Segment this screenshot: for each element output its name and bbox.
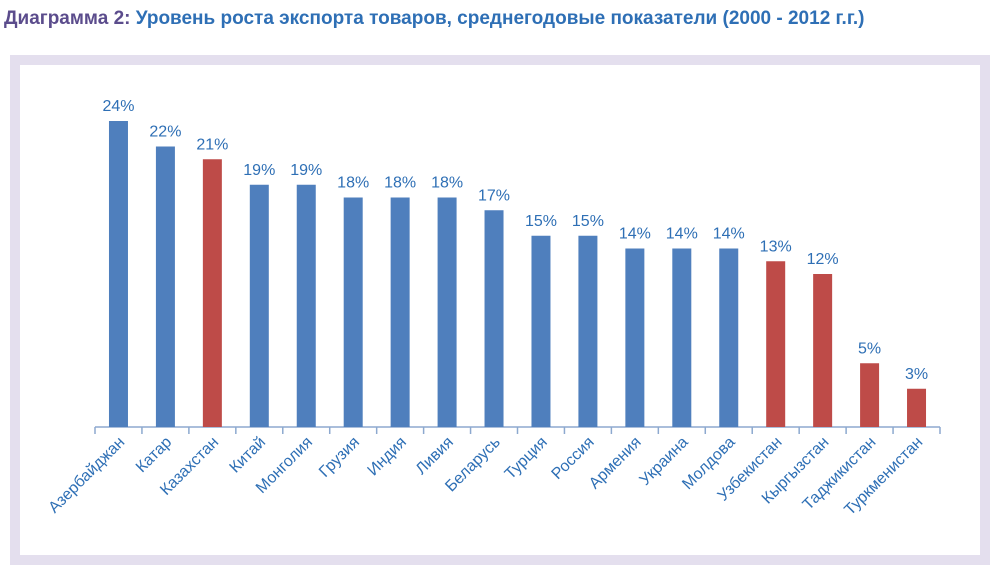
bar-5	[296, 184, 316, 427]
bar-1	[108, 121, 128, 427]
bar-6	[343, 197, 363, 427]
bar-9	[484, 210, 504, 427]
chart-title-text: Уровень роста экспорта товаров, среднего…	[130, 8, 865, 29]
bar-value-label: 14%	[666, 226, 698, 243]
bar-12	[625, 248, 645, 427]
bar-3	[202, 159, 222, 427]
bar-value-label: 22%	[149, 124, 181, 141]
bar-value-label: 17%	[478, 187, 510, 204]
category-label: Ливия	[413, 434, 457, 478]
bar-value-label: 18%	[431, 175, 463, 192]
bar-value-label: 19%	[243, 162, 275, 179]
category-label: Китай	[227, 434, 270, 477]
bar-value-label: 21%	[196, 136, 228, 153]
bar-value-label: 24%	[102, 98, 134, 115]
bar-8	[437, 197, 457, 427]
category-label: Турция	[502, 434, 551, 483]
chart-title: Диаграмма 2: Уровень роста экспорта това…	[4, 8, 864, 30]
bar-value-label: 15%	[572, 213, 604, 230]
bar-value-label: 14%	[619, 226, 651, 243]
category-label: Катар	[133, 434, 175, 476]
category-label: Индия	[365, 434, 410, 479]
bar-15	[766, 261, 786, 427]
bar-value-label: 3%	[905, 366, 928, 383]
category-label: Грузия	[316, 434, 363, 481]
bar-18	[907, 388, 927, 427]
bar-value-label: 13%	[760, 238, 792, 255]
bar-16	[813, 274, 833, 427]
bar-value-label: 12%	[807, 251, 839, 268]
category-label: Азербайджан	[46, 434, 129, 517]
bar-value-label: 15%	[525, 213, 557, 230]
chart-title-lead: Диаграмма 2:	[4, 8, 131, 29]
bar-2	[155, 146, 175, 427]
bar-10	[531, 235, 551, 427]
bar-13	[672, 248, 692, 427]
bar-7	[390, 197, 410, 427]
bar-value-label: 18%	[337, 175, 369, 192]
bar-value-label: 19%	[290, 162, 322, 179]
category-label: Армения	[586, 434, 645, 493]
bar-11	[578, 235, 598, 427]
bar-14	[719, 248, 739, 427]
bar-4	[249, 184, 269, 427]
bar-value-label: 14%	[713, 226, 745, 243]
bar-value-label: 5%	[858, 340, 881, 357]
bar-value-label: 18%	[384, 175, 416, 192]
bar-17	[860, 363, 880, 427]
